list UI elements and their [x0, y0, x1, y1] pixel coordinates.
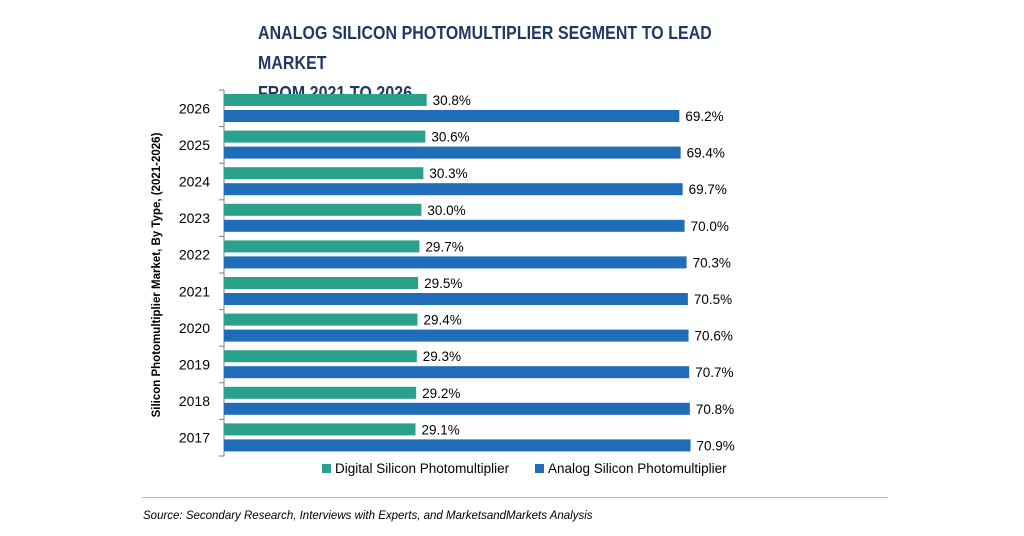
y-tick-label: 2026	[179, 100, 210, 116]
data-label-analog: 69.4%	[687, 146, 725, 161]
y-tick-label: 2021	[179, 283, 210, 299]
legend-item-analog: Analog Silicon Photomultiplier	[535, 461, 727, 476]
legend-item-digital: Digital Silicon Photomultiplier	[322, 461, 509, 476]
bar-digital	[224, 240, 420, 253]
y-tick-label: 2023	[179, 210, 210, 226]
bar-analog	[224, 183, 683, 196]
data-label-digital: 29.4%	[423, 313, 461, 328]
bar-analog	[224, 293, 688, 305]
source-note: Source: Secondary Research, Interviews w…	[143, 510, 593, 522]
data-label-analog: 70.0%	[691, 219, 729, 234]
y-tick-label: 2019	[179, 357, 210, 373]
y-tick-label: 2020	[179, 320, 210, 336]
data-label-analog: 70.3%	[693, 255, 731, 270]
y-tick-label: 2025	[179, 137, 210, 153]
legend-swatch-digital	[322, 464, 331, 473]
bar-digital	[224, 313, 418, 326]
bar-digital	[224, 203, 422, 216]
data-label-digital: 29.3%	[423, 349, 461, 364]
data-label-digital: 30.8%	[433, 93, 471, 108]
data-label-analog: 70.8%	[696, 402, 734, 417]
data-label-analog: 69.2%	[685, 109, 723, 124]
bar-analog	[224, 219, 685, 232]
y-tick-label: 2024	[179, 174, 210, 190]
bar-analog	[224, 439, 691, 452]
y-axis-title: Silicon Photomultiplier Market, By Type,…	[151, 132, 163, 417]
source-divider	[142, 497, 888, 498]
bar-analog	[224, 256, 687, 269]
data-label-analog: 69.7%	[689, 182, 727, 197]
y-tick-label: 2022	[179, 247, 210, 263]
y-tick-label: 2018	[179, 393, 210, 409]
data-label-digital: 29.2%	[422, 386, 460, 401]
y-tick-label: 2017	[179, 430, 210, 446]
data-label-digital: 29.5%	[424, 276, 462, 291]
data-label-digital: 29.1%	[421, 422, 459, 437]
bar-digital	[224, 386, 417, 399]
bar-analog	[224, 110, 680, 122]
bar-analog	[224, 146, 681, 159]
data-label-digital: 30.3%	[429, 166, 467, 181]
chart-title-line1: ANALOG SILICON PHOTOMULTIPLIER SEGMENT T…	[258, 22, 712, 73]
data-label-analog: 70.7%	[695, 365, 733, 380]
data-label-analog: 70.5%	[694, 292, 732, 307]
data-label-digital: 30.0%	[427, 203, 465, 218]
bar-digital	[224, 350, 417, 363]
bar-digital	[224, 130, 426, 143]
bar-analog	[224, 402, 690, 415]
data-label-digital: 29.7%	[425, 239, 463, 254]
legend-label-digital: Digital Silicon Photomultiplier	[335, 461, 510, 476]
bar-digital	[224, 167, 424, 180]
bar-analog	[224, 329, 689, 342]
bar-digital	[224, 94, 427, 106]
data-label-digital: 30.6%	[431, 130, 469, 145]
data-label-analog: 70.6%	[695, 329, 733, 344]
bar-analog	[224, 366, 690, 379]
bar-digital	[224, 277, 419, 289]
data-label-analog: 70.9%	[697, 438, 735, 453]
legend-swatch-analog	[535, 464, 544, 473]
bar-digital	[224, 423, 416, 436]
legend-label-analog: Analog Silicon Photomultiplier	[548, 461, 727, 476]
